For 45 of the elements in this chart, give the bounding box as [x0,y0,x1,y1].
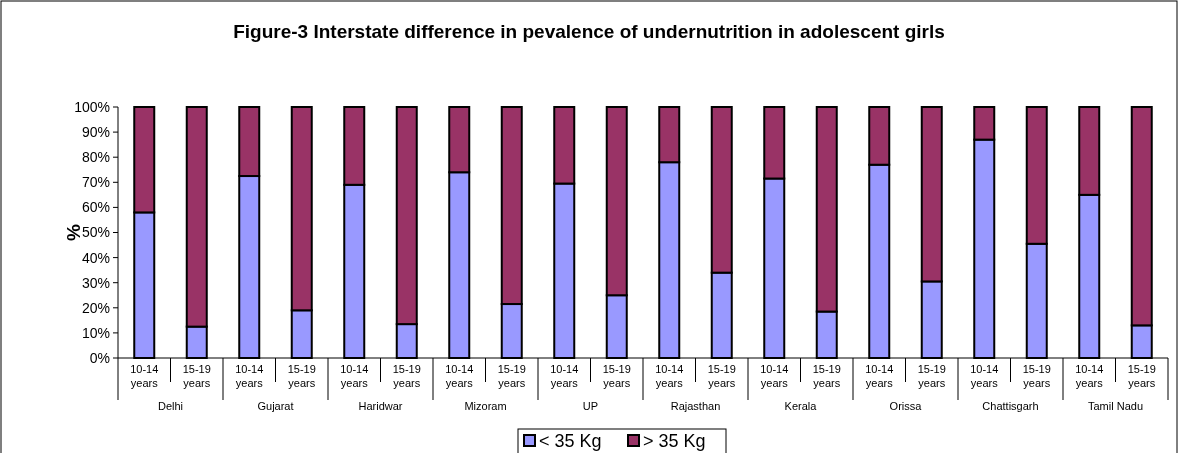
x-tick-label: 15-19 years [917,363,946,389]
y-tick-label: 70% [81,174,110,191]
x-tick-label: 15-19 years [1022,363,1051,389]
text: Haridwar [358,400,403,412]
text: Gujarat [257,400,294,412]
y-axis-title: % [63,223,84,241]
text: Tamil Nadu [1087,400,1144,412]
x-tick-label: 10-14 years [760,363,789,389]
y-tick-label: 10% [81,324,110,341]
x-tick-label: 10-14 years [130,363,159,389]
x-tick-label: 15-19 years [182,363,211,389]
x-tick-label: 15-19 years [392,363,421,389]
y-tick-label: 80% [81,149,110,166]
text: Mizoram [464,400,507,412]
y-tick-label: 100% [74,98,110,115]
x-tick-label: 15-19 years [602,363,631,389]
text: Kerala [784,400,818,412]
x-tick-label: 15-19 years [1127,363,1156,389]
y-tick-label: 90% [81,124,110,140]
chart-title: Figure-3 Interstate difference in pevalence of undernutrition in adolescent girls [233,21,945,42]
y-tick-label: 40% [81,249,110,266]
x-tick-label: 10-14 years [1075,363,1104,389]
legend-label: > 35 Kg [643,431,706,452]
x-tick-label: 10-14 years [865,363,894,389]
x-tick-label: 10-14 years [655,363,684,389]
y-tick-label: 60% [81,199,110,216]
x-tick-label: 10-14 years [445,363,474,389]
y-tick-label: 30% [81,274,110,291]
x-tick-label: 10-14 years [970,363,999,389]
text: Orissa [889,400,923,412]
text: Delhi [157,400,184,412]
y-tick-label: 0% [89,349,110,366]
x-tick-label: 10-14 years [235,363,264,389]
y-tick-label: 50% [81,224,110,241]
text: UP [582,400,599,412]
y-tick-label: 20% [81,299,110,316]
x-tick-label: 15-19 years [287,363,316,389]
x-tick-label: 10-14 years [340,363,369,389]
x-tick-label: 15-19 years [812,363,841,389]
text: Rajasthan [670,400,721,412]
x-tick-label: 10-14 years [550,363,579,389]
x-tick-label: 15-19 years [497,363,526,389]
x-tick-label: 15-19 years [707,363,736,389]
legend-label: < 35 Kg [539,431,602,452]
text: Chattisgarh [982,400,1039,412]
